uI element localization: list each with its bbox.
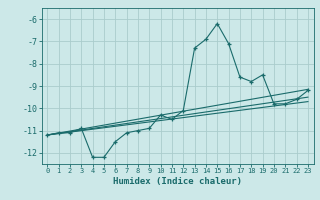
X-axis label: Humidex (Indice chaleur): Humidex (Indice chaleur): [113, 177, 242, 186]
